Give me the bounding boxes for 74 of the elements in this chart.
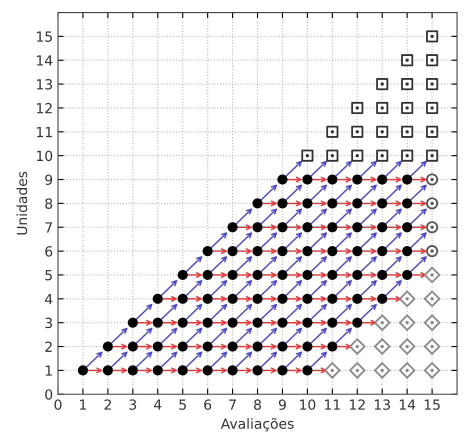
point <box>351 150 364 162</box>
y-tick-label: 11 <box>36 126 52 138</box>
point <box>426 245 438 258</box>
point <box>326 150 338 162</box>
x-tick-label: 5 <box>179 400 186 410</box>
x-tick-label: 11 <box>325 400 340 410</box>
x-tick-label: 10 <box>300 399 316 410</box>
x-tick-label: 15 <box>424 400 440 410</box>
x-tick-label: 14 <box>400 400 416 410</box>
x-tick-label: 2 <box>104 399 111 410</box>
point <box>424 338 440 355</box>
x-tick-label: 8 <box>254 399 261 410</box>
point <box>374 362 390 379</box>
x-tick-label: 4 <box>154 400 162 410</box>
point <box>398 362 416 379</box>
point <box>426 30 438 42</box>
point <box>401 126 414 138</box>
point <box>376 126 388 138</box>
y-tick-label: 6 <box>45 246 52 257</box>
point <box>426 78 438 90</box>
point <box>426 173 438 186</box>
y-tick-label: 5 <box>45 270 52 280</box>
y-tick-label: 0 <box>45 389 52 400</box>
point <box>398 290 416 308</box>
point <box>326 126 338 138</box>
x-tick-label: 13 <box>374 399 390 410</box>
point <box>401 78 414 90</box>
x-tick-label: 9 <box>278 399 286 410</box>
point <box>426 54 438 66</box>
point <box>401 150 414 162</box>
y-tick-label: 4 <box>44 294 52 304</box>
point <box>376 102 388 114</box>
point <box>351 102 364 114</box>
point <box>424 266 440 284</box>
point <box>424 314 440 331</box>
point <box>374 338 390 355</box>
x-axis-title: Avaliações <box>220 418 294 432</box>
y-tick-label: 10 <box>36 150 52 162</box>
point <box>374 314 390 331</box>
point <box>376 150 388 162</box>
point <box>426 126 438 138</box>
point <box>426 221 438 234</box>
point <box>324 362 341 379</box>
y-tick-label: 14 <box>36 55 52 66</box>
x-tick-label: 3 <box>129 399 136 410</box>
point <box>398 314 416 331</box>
y-tick-label: 7 <box>45 222 52 233</box>
point <box>376 78 388 90</box>
x-tick-label: 0 <box>54 399 62 410</box>
x-tick-label: 6 <box>204 399 212 410</box>
point <box>426 102 438 114</box>
point <box>301 150 314 162</box>
point <box>424 290 440 308</box>
y-tick-label: 3 <box>45 318 52 328</box>
x-tick-label: 1 <box>80 400 86 410</box>
point <box>401 54 414 66</box>
point <box>351 126 364 138</box>
y-tick-label: 8 <box>45 198 52 209</box>
y-axis-title: Unidades <box>16 172 28 235</box>
point <box>398 338 416 355</box>
point <box>401 102 414 114</box>
point <box>424 362 440 379</box>
y-tick-label: 1 <box>46 366 52 376</box>
y-tick-label: 9 <box>45 174 52 185</box>
y-tick-label: 2 <box>45 342 52 352</box>
point <box>349 362 366 379</box>
x-tick-label: 12 <box>350 399 365 410</box>
point <box>349 338 366 355</box>
y-tick-label: 12 <box>36 102 52 114</box>
y-tick-label: 15 <box>36 32 52 42</box>
y-tick-label: 13 <box>36 79 52 90</box>
x-tick-label: 7 <box>229 400 236 410</box>
point <box>426 197 438 210</box>
point <box>426 150 438 162</box>
